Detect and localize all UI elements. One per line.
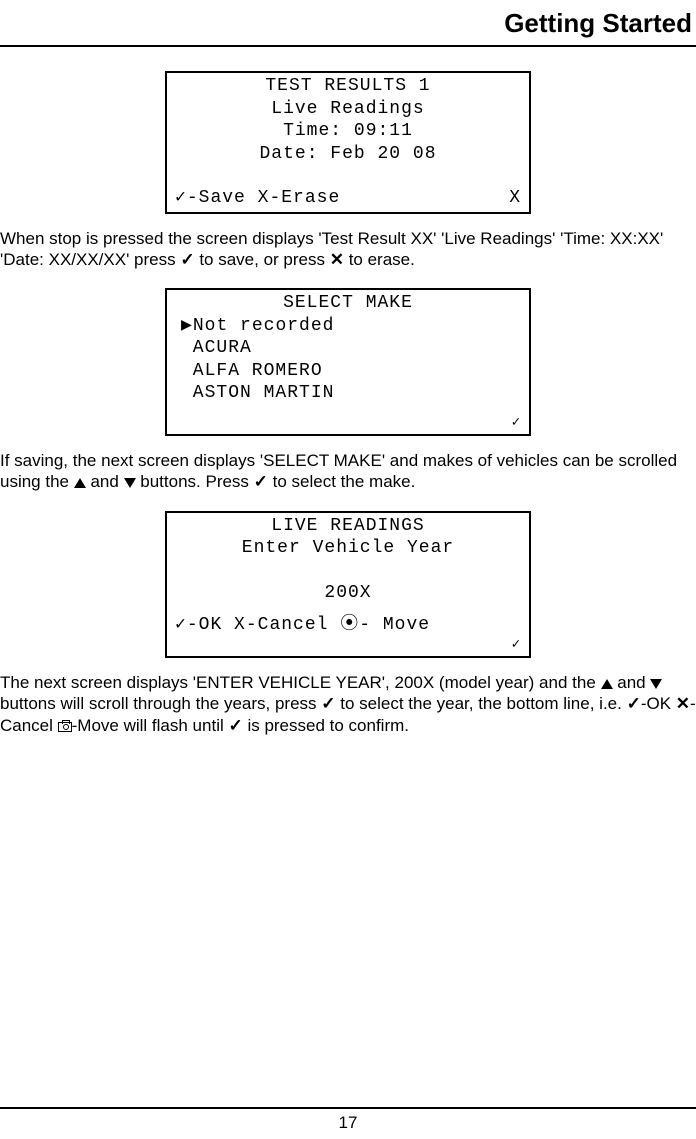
- para1-t3: to erase.: [344, 250, 415, 269]
- lcd1-title: TEST RESULTS 1: [175, 75, 521, 98]
- check-icon: ✓: [228, 716, 242, 735]
- para3-t2: and: [613, 673, 651, 692]
- lcd1-line2: Live Readings: [175, 98, 521, 121]
- lcd2-footer-right: ✓: [512, 415, 521, 433]
- para3-t5: -OK: [641, 694, 676, 713]
- page-title: Getting Started: [0, 8, 692, 39]
- lcd-screen-live-readings: LIVE READINGS Enter Vehicle Year 200X ✓-…: [165, 511, 531, 659]
- page-header: Getting Started: [0, 0, 696, 45]
- lcd3-title: LIVE READINGS: [175, 515, 521, 538]
- lcd1-line3: Time: 09:11: [175, 120, 521, 143]
- triangle-up-icon: [74, 478, 86, 488]
- footer-divider: [0, 1107, 696, 1109]
- paragraph-3: The next screen displays 'ENTER VEHICLE …: [0, 672, 696, 736]
- lcd2-title: SELECT MAKE: [175, 292, 521, 315]
- triangle-up-icon: [601, 679, 613, 689]
- check-icon: ✓: [321, 694, 335, 713]
- lcd1-footer-right: X: [509, 187, 521, 210]
- para3-t1: The next screen displays 'ENTER VEHICLE …: [0, 673, 601, 692]
- lcd-screen-select-make: SELECT MAKE ▶Not recorded ACURA ALFA ROM…: [165, 288, 531, 436]
- page-footer: 17: [0, 1107, 696, 1139]
- check-icon: ✓: [254, 472, 268, 491]
- page-content: TEST RESULTS 1 Live Readings Time: 09:11…: [0, 47, 696, 736]
- triangle-down-icon: [650, 679, 662, 689]
- x-icon: ✕: [676, 694, 690, 713]
- para3-t8: is pressed to confirm.: [243, 716, 409, 735]
- lcd3-footer-left: ✓-OK X-Cancel ⦿- Move: [175, 614, 521, 637]
- lcd2-item-3: ASTON MARTIN: [181, 382, 521, 405]
- lcd3-footer-right: ✓: [512, 637, 521, 655]
- triangle-down-icon: [124, 478, 136, 488]
- paragraph-1: When stop is pressed the screen displays…: [0, 228, 696, 271]
- lcd-screen-test-results: TEST RESULTS 1 Live Readings Time: 09:11…: [165, 71, 531, 214]
- lcd2-item-1: ACURA: [181, 337, 521, 360]
- lcd2-item-2: ALFA ROMERO: [181, 360, 521, 383]
- para2-t3: buttons. Press: [136, 472, 254, 491]
- paragraph-2: If saving, the next screen displays 'SEL…: [0, 450, 696, 493]
- check-icon: ✓: [627, 694, 641, 713]
- lcd2-item-0: ▶Not recorded: [181, 315, 521, 338]
- lcd1-footer-left: ✓-Save X-Erase: [175, 187, 340, 210]
- lcd3-line3: 200X: [175, 582, 521, 605]
- para2-t4: to select the make.: [268, 472, 415, 491]
- x-icon: ✕: [330, 250, 344, 269]
- page-number: 17: [0, 1113, 696, 1139]
- para2-t2: and: [86, 472, 124, 491]
- lcd1-line4: Date: Feb 20 08: [175, 143, 521, 166]
- camera-icon: [58, 722, 72, 732]
- para3-t3: buttons will scroll through the years, p…: [0, 694, 321, 713]
- check-icon: ✓: [180, 250, 194, 269]
- para1-t2: to save, or press: [195, 250, 330, 269]
- para3-t4: to select the year, the bottom line, i.e…: [336, 694, 627, 713]
- para3-t7: -Move will flash until: [72, 716, 229, 735]
- lcd3-line2: Enter Vehicle Year: [175, 537, 521, 560]
